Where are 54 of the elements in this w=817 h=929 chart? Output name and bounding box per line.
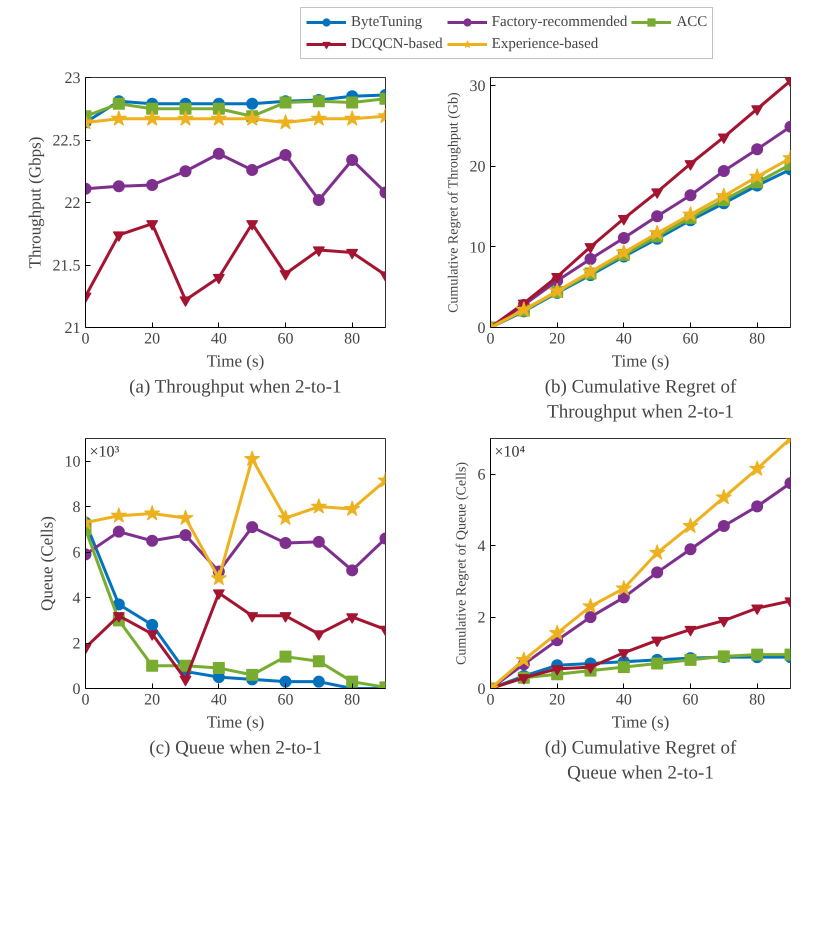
x-axis-title: Time (s): [206, 712, 264, 732]
y-tick-label: 6: [478, 466, 486, 484]
y-tick-label: 0: [72, 681, 80, 698]
x-axis-title: Time (s): [206, 352, 264, 370]
y-tick-label: 21.5: [52, 258, 80, 274]
y-tick-label: 10: [470, 239, 486, 256]
x-tick-label: 80: [344, 692, 360, 708]
x-tick-label: 40: [616, 330, 632, 348]
y-axis-title: Queue (Cells): [38, 516, 56, 611]
x-tick-label: 60: [278, 330, 294, 348]
x-tick-label: 80: [749, 330, 766, 348]
y-axis-title: Cumulative Regret of Throughput (Gb): [446, 92, 462, 313]
x-tick-label: 40: [210, 330, 227, 348]
x-tick-label: 40: [210, 692, 227, 708]
y-axis-title: Throughput (Gbps): [26, 136, 44, 268]
x-axis-title: Time (s): [612, 352, 670, 370]
y-tick-label: 4: [478, 538, 486, 556]
x-tick-label: 20: [549, 692, 566, 708]
y-tick-label: 0: [478, 681, 486, 698]
legend-label: Factory-recommended: [492, 13, 628, 31]
y-tick-label: 8: [72, 499, 80, 516]
y-tick-label: 23: [64, 70, 80, 87]
x-tick-label: 60: [278, 692, 294, 708]
x-tick-label: 20: [549, 330, 566, 348]
x-axis-title: Time (s): [612, 712, 670, 732]
y-tick-label: 2: [72, 636, 80, 653]
y-tick-label: 6: [72, 544, 80, 562]
text: (d) Cumulative Regret of Queue when 2-to-1: [544, 738, 737, 784]
text: (c) Queue when 2-to-1: [149, 738, 322, 758]
y-tick-label: 4: [72, 590, 80, 608]
y-tick-label: 22: [64, 195, 80, 212]
legend-label: DCQCN-based: [351, 35, 443, 53]
y-tick-label: 10: [64, 454, 80, 471]
annotation: ×10³: [90, 444, 120, 460]
legend-label: Experience-based: [492, 35, 598, 53]
legend-label: ACC: [676, 13, 708, 31]
text: (a) Throughput when 2-to-1: [129, 376, 342, 398]
y-tick-label: 2: [478, 610, 486, 627]
y-tick-label: 20: [470, 158, 486, 176]
text: (b) Cumulative Regret of Throughput when 2-to-1: [544, 376, 737, 422]
y-tick-label: 21: [64, 320, 80, 337]
y-tick-label: 0: [478, 320, 486, 337]
legend-label: ByteTuning: [351, 13, 422, 31]
y-axis-title: Cumulative Regret of Queue (Cells): [454, 462, 470, 665]
x-tick-label: 80: [749, 692, 766, 708]
annotation: ×10⁴: [494, 444, 526, 460]
y-tick-label: 22.5: [52, 132, 80, 150]
x-tick-label: 40: [616, 692, 632, 708]
x-tick-label: 60: [682, 330, 698, 348]
x-tick-label: 20: [144, 692, 160, 708]
x-tick-label: 20: [144, 330, 160, 348]
y-tick-label: 30: [470, 78, 486, 96]
x-tick-label: 80: [344, 330, 360, 348]
x-tick-label: 60: [682, 692, 698, 708]
